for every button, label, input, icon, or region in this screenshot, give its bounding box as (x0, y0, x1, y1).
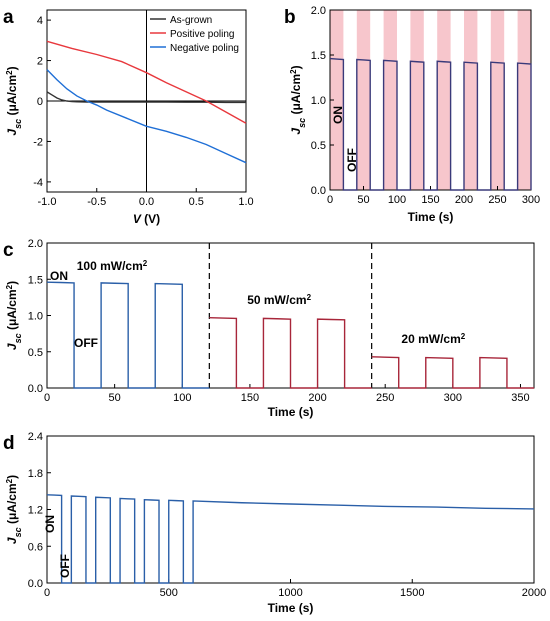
y-tick-label: 1.5 (311, 50, 326, 62)
x-tick-label: 0.5 (189, 196, 204, 208)
x-tick-label: 0.0 (139, 196, 154, 208)
on-annotation: ON (43, 515, 57, 533)
y-axis-label: Jsc (μA/cm2) (5, 281, 24, 350)
on-band (464, 10, 478, 190)
panel-label: b (284, 7, 296, 28)
panel-b: b 0 50 100 150 200 250 300 0.0 0.5 1.0 1.5 2.0 ON OFF T… (284, 5, 540, 224)
x-tick-label: 200 (455, 194, 473, 206)
y-axis-label: Jsc (μA/cm2) (5, 475, 24, 544)
legend-entry: Negative poling (170, 43, 239, 54)
y-tick-label: 0.0 (28, 383, 43, 395)
legend-entry: Positive poling (170, 29, 234, 40)
y-tick-label: 0.5 (311, 140, 326, 152)
y-tick-label: -4 (33, 177, 43, 189)
x-tick-label: 50 (109, 392, 121, 404)
on-band (410, 10, 424, 190)
on-annotation: ON (331, 106, 345, 124)
y-tick-label: 0.5 (28, 347, 43, 359)
y-tick-label: 2.0 (311, 5, 326, 17)
series-line-1 (46, 91, 246, 104)
x-tick-label: 150 (241, 392, 259, 404)
x-tick-label: 50 (357, 194, 369, 206)
series-line-2 (46, 40, 247, 124)
intensity-label-100: 100 mW/cm2 (77, 259, 148, 274)
x-tick-label: 0 (327, 194, 333, 206)
on-band (517, 10, 531, 190)
y-tick-label: 0.6 (28, 541, 43, 553)
y-tick-label: 1.5 (28, 274, 43, 286)
intensity-label-50: 50 mW/cm2 (247, 293, 311, 308)
x-axis-label: Time (s) (268, 601, 314, 615)
x-tick-label: 300 (444, 392, 462, 404)
x-tick-label: 250 (488, 194, 506, 206)
panel-label: a (3, 7, 14, 28)
x-tick-label: 100 (388, 194, 406, 206)
series-line (329, 57, 532, 191)
y-tick-label: 2.0 (28, 238, 43, 250)
series-line-1 (46, 281, 210, 389)
y-tick-label: 2.4 (28, 431, 43, 443)
x-tick-label: 250 (376, 392, 394, 404)
on-band (356, 10, 371, 190)
series-line-3 (371, 356, 534, 389)
x-tick-label: 0 (44, 587, 50, 599)
x-tick-label: 150 (421, 194, 439, 206)
x-tick-label: 2000 (522, 587, 546, 599)
on-band (383, 10, 397, 190)
off-annotation: OFF (74, 336, 98, 350)
panel-c: c 0 50 100 150 200 250 300 350 0.0 0.5 1.0 1.5 2.0 ON O… (3, 238, 535, 419)
legend: As-grown Positive poling Negative poling (150, 15, 239, 54)
y-tick-label: 0 (37, 96, 43, 108)
off-annotation: OFF (345, 148, 359, 172)
on-band (490, 10, 505, 190)
panel-label: d (3, 433, 15, 454)
series-line-3 (46, 69, 247, 164)
x-tick-label: 1.0 (238, 196, 253, 208)
on-band (437, 10, 451, 190)
x-tick-label: 100 (173, 392, 191, 404)
y-axis-label: Jsc (μA/cm2) (5, 66, 24, 135)
series-line-2 (209, 316, 372, 389)
y-tick-label: 0.0 (311, 185, 326, 197)
y-tick-label: 4 (37, 15, 43, 27)
panel-a: a -1.0 -0.5 0.0 0.5 1.0 -4 -2 0 2 4 As-grown Positiv… (3, 7, 254, 226)
x-tick-label: -0.5 (87, 196, 106, 208)
on-annotation: ON (50, 269, 68, 283)
x-axis-label: V (V) (133, 212, 160, 226)
x-axis-label: Time (s) (408, 210, 454, 224)
x-tick-label: 0 (44, 392, 50, 404)
y-tick-label: 2 (37, 56, 43, 68)
y-tick-label: 1.0 (28, 311, 43, 323)
panel-label: c (3, 240, 14, 261)
intensity-label-20: 20 mW/cm2 (401, 332, 465, 347)
x-tick-label: 1500 (400, 587, 424, 599)
y-tick-label: -2 (33, 136, 43, 148)
y-tick-label: 1.8 (28, 468, 43, 480)
x-tick-label: 200 (308, 392, 326, 404)
x-tick-label: -1.0 (38, 196, 57, 208)
x-tick-label: 300 (522, 194, 540, 206)
x-tick-label: 500 (160, 587, 178, 599)
x-axis-label: Time (s) (268, 405, 314, 419)
x-tick-label: 1000 (278, 587, 302, 599)
y-tick-label: 1.0 (311, 95, 326, 107)
panel-d: d 0 500 1000 1500 2000 0.0 0.6 1.2 1.8 2.4 ON OFF Tim… (3, 431, 546, 615)
x-tick-label: 350 (511, 392, 529, 404)
y-tick-label: 1.2 (28, 505, 43, 517)
off-annotation: OFF (58, 554, 72, 578)
series-line (46, 494, 535, 584)
y-tick-label: 0.0 (28, 578, 43, 590)
y-axis-label: Jsc (μA/cm2) (289, 65, 308, 134)
legend-entry: As-grown (170, 15, 212, 26)
